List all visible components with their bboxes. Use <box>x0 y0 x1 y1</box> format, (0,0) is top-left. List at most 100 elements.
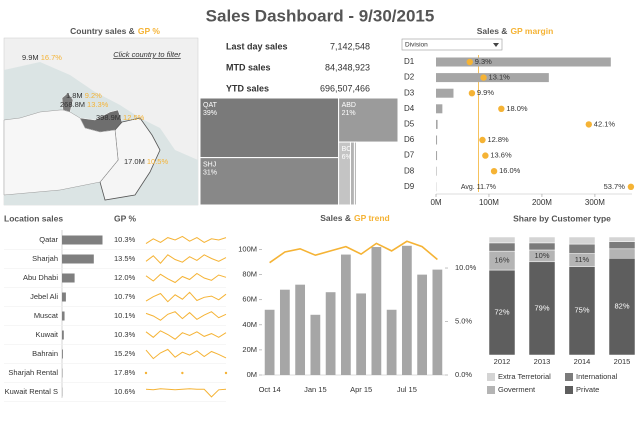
bar <box>62 292 66 302</box>
bar <box>436 166 437 176</box>
sparkline <box>145 330 227 340</box>
bar <box>62 311 65 321</box>
legend-swatch <box>487 386 495 394</box>
map-gp: 12.5% <box>123 113 145 122</box>
treemap-cell <box>199 157 340 206</box>
title-highlight: GP % <box>138 26 160 36</box>
bar <box>62 235 103 245</box>
category-label: D2 <box>404 73 415 82</box>
segment-label: 82% <box>614 302 629 311</box>
legend-label: Extra Terretorial <box>498 372 551 381</box>
x-tick-label: Oct 14 <box>259 385 281 394</box>
kpi-value: 84,348,923 <box>325 62 370 72</box>
dropdown-value[interactable]: Division <box>405 42 428 49</box>
map-saudi[interactable] <box>3 109 119 196</box>
legend-label: Goverment <box>498 385 536 394</box>
location-label: Kuwait <box>35 330 58 339</box>
map-sales: 268.8M <box>60 100 85 109</box>
gp-label: 10.3% <box>114 235 136 244</box>
gp-label: 12.0% <box>114 273 136 282</box>
bar <box>386 309 397 375</box>
title-part: Sales & <box>320 213 351 223</box>
treemap-value: 39% <box>203 110 217 117</box>
category-label: D3 <box>404 88 415 97</box>
stack-segment <box>608 236 636 242</box>
margin-label: 53.7% <box>604 182 626 191</box>
bar <box>436 88 454 98</box>
bar <box>310 314 321 375</box>
y2-tick-label: 10.0% <box>455 263 477 272</box>
map-gp: 13.3% <box>87 100 109 109</box>
map-note[interactable]: Click country to filter <box>113 50 181 59</box>
x-tick-label: Apr 15 <box>350 385 372 394</box>
title-highlight: GP margin <box>510 26 553 36</box>
bar <box>325 292 336 375</box>
gp-label: 17.8% <box>114 368 136 377</box>
map-sales: 17.0M <box>124 157 145 166</box>
location-label: Abu Dhabi <box>23 273 58 282</box>
stack-segment <box>488 236 516 244</box>
stack-segment <box>568 236 596 245</box>
bar <box>295 284 306 375</box>
y2-tick-label: 0.0% <box>455 370 472 379</box>
category-label: D1 <box>404 57 415 66</box>
bar <box>436 57 611 67</box>
kpi-value: 7,142,548 <box>330 41 370 51</box>
margin-dot <box>627 183 635 190</box>
gp-label: 10.7% <box>114 292 136 301</box>
y-tick-label: 40M <box>242 320 257 329</box>
bar <box>417 274 428 375</box>
treemap-label: BCE <box>342 146 357 153</box>
location-label: Sharjah Rental <box>8 368 58 377</box>
bar <box>371 247 382 375</box>
bar <box>432 269 443 375</box>
segment-label: 79% <box>534 303 549 312</box>
bar <box>340 254 351 375</box>
margin-dot <box>468 90 476 97</box>
title-highlight: GP trend <box>354 213 390 223</box>
margin-label: 18.0% <box>506 104 528 113</box>
panel-title: Share by Customer type <box>513 213 611 223</box>
stack-segment <box>608 241 636 250</box>
sparkline <box>145 235 227 245</box>
bar <box>62 349 63 359</box>
map-label: 398.9M 12.5% <box>96 113 145 122</box>
kpi-label: YTD sales <box>226 83 269 93</box>
location-label: Jebel Ali <box>30 292 58 301</box>
treemap-value: 6% <box>342 154 352 161</box>
bar <box>436 135 438 145</box>
map-qatar[interactable] <box>61 92 74 113</box>
bar <box>356 293 367 375</box>
bar <box>62 330 64 340</box>
y-tick-label: 80M <box>242 270 257 279</box>
x-tick-label: 300M <box>585 198 605 207</box>
category-label: D5 <box>404 120 415 129</box>
dropdown-arrow[interactable] <box>493 43 499 47</box>
bar <box>62 273 75 283</box>
x-tick-label: 2013 <box>534 357 551 366</box>
margin-label: 42.1% <box>594 119 616 128</box>
stack-segment <box>528 261 556 356</box>
margin-label: 16.0% <box>499 166 521 175</box>
gp-header: GP % <box>114 213 136 223</box>
treemap-cell <box>199 97 340 159</box>
division-dropdown[interactable] <box>401 38 503 51</box>
bar <box>436 119 438 129</box>
category-label: D9 <box>404 182 415 191</box>
map[interactable] <box>3 37 199 206</box>
y2-tick-label: 5.0% <box>455 316 472 325</box>
treemap-value: 21% <box>342 110 356 117</box>
legend-swatch <box>565 386 573 394</box>
margin-label: 12.8% <box>487 135 509 144</box>
stack-segment <box>488 242 516 252</box>
margin-dot <box>490 168 498 175</box>
bar <box>436 151 438 161</box>
margin-label: 9.3% <box>475 57 492 66</box>
margin-label: 13.6% <box>490 151 512 160</box>
margin-dot <box>585 121 593 128</box>
spark-dot <box>144 371 148 375</box>
kpi-label: MTD sales <box>226 62 271 72</box>
spark-dot <box>224 371 228 375</box>
stack-segment <box>608 248 636 259</box>
gp-label: 13.5% <box>114 254 136 263</box>
